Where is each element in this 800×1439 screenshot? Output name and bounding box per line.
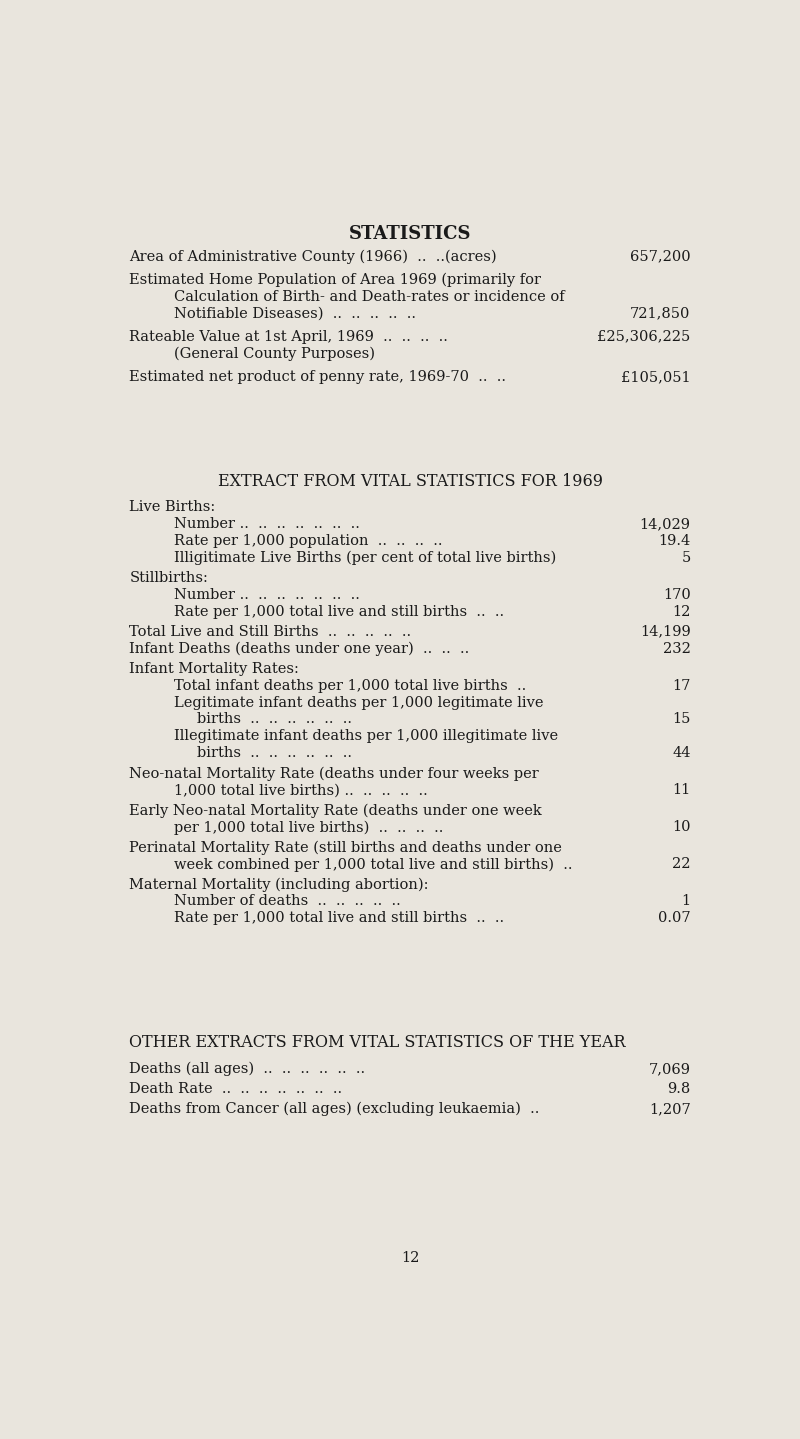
Text: 19.4: 19.4 (658, 534, 690, 548)
Text: Death Rate  ..  ..  ..  ..  ..  ..  ..: Death Rate .. .. .. .. .. .. .. (130, 1082, 342, 1097)
Text: 10: 10 (672, 820, 690, 835)
Text: 14,029: 14,029 (639, 517, 690, 531)
Text: Number ..  ..  ..  ..  ..  ..  ..: Number .. .. .. .. .. .. .. (174, 587, 359, 602)
Text: (General County Purposes): (General County Purposes) (174, 347, 374, 361)
Text: OTHER EXTRACTS FROM VITAL STATISTICS OF THE YEAR: OTHER EXTRACTS FROM VITAL STATISTICS OF … (130, 1033, 626, 1050)
Text: 11: 11 (672, 783, 690, 797)
Text: Perinatal Mortality Rate (still births and deaths under one: Perinatal Mortality Rate (still births a… (130, 840, 562, 855)
Text: per 1,000 total live births)  ..  ..  ..  ..: per 1,000 total live births) .. .. .. .. (174, 820, 443, 835)
Text: 44: 44 (672, 747, 690, 760)
Text: Illigitimate Live Births (per cent of total live births): Illigitimate Live Births (per cent of to… (174, 551, 556, 566)
Text: Rate per 1,000 population  ..  ..  ..  ..: Rate per 1,000 population .. .. .. .. (174, 534, 442, 548)
Text: Rate per 1,000 total live and still births  ..  ..: Rate per 1,000 total live and still birt… (174, 604, 504, 619)
Text: 1: 1 (682, 894, 690, 908)
Text: Legitimate infant deaths per 1,000 legitimate live: Legitimate infant deaths per 1,000 legit… (174, 695, 543, 709)
Text: Rateable Value at 1st April, 1969  ..  ..  ..  ..: Rateable Value at 1st April, 1969 .. .. … (130, 330, 448, 344)
Text: Illegitimate infant deaths per 1,000 illegitimate live: Illegitimate infant deaths per 1,000 ill… (174, 730, 558, 744)
Text: week combined per 1,000 total live and still births)  ..: week combined per 1,000 total live and s… (174, 858, 572, 872)
Text: Deaths (all ages)  ..  ..  ..  ..  ..  ..: Deaths (all ages) .. .. .. .. .. .. (130, 1062, 366, 1076)
Text: 9.8: 9.8 (667, 1082, 690, 1097)
Text: 12: 12 (401, 1250, 419, 1265)
Text: Notifiable Diseases)  ..  ..  ..  ..  ..: Notifiable Diseases) .. .. .. .. .. (174, 307, 416, 321)
Text: Estimated Home Population of Area 1969 (primarily for: Estimated Home Population of Area 1969 (… (130, 273, 542, 288)
Text: 232: 232 (662, 642, 690, 656)
Text: Early Neo-natal Mortality Rate (deaths under one week: Early Neo-natal Mortality Rate (deaths u… (130, 803, 542, 817)
Text: Total infant deaths per 1,000 total live births  ..: Total infant deaths per 1,000 total live… (174, 679, 526, 692)
Text: Number ..  ..  ..  ..  ..  ..  ..: Number .. .. .. .. .. .. .. (174, 517, 359, 531)
Text: Calculation of Birth- and Death-rates or incidence of: Calculation of Birth- and Death-rates or… (174, 289, 564, 304)
Text: Neo-natal Mortality Rate (deaths under four weeks per: Neo-natal Mortality Rate (deaths under f… (130, 767, 539, 781)
Text: Rate per 1,000 total live and still births  ..  ..: Rate per 1,000 total live and still birt… (174, 911, 504, 925)
Text: Number of deaths  ..  ..  ..  ..  ..: Number of deaths .. .. .. .. .. (174, 894, 400, 908)
Text: 5: 5 (682, 551, 690, 564)
Text: births  ..  ..  ..  ..  ..  ..: births .. .. .. .. .. .. (197, 712, 352, 727)
Text: Maternal Mortality (including abortion):: Maternal Mortality (including abortion): (130, 878, 429, 892)
Text: 17: 17 (672, 679, 690, 692)
Text: 1,000 total live births) ..  ..  ..  ..  ..: 1,000 total live births) .. .. .. .. .. (174, 783, 427, 797)
Text: 22: 22 (672, 858, 690, 871)
Text: £105,051: £105,051 (621, 370, 690, 384)
Text: 1,207: 1,207 (649, 1102, 690, 1117)
Text: Estimated net product of penny rate, 1969-70  ..  ..: Estimated net product of penny rate, 196… (130, 370, 506, 384)
Text: 657,200: 657,200 (630, 250, 690, 263)
Text: Total Live and Still Births  ..  ..  ..  ..  ..: Total Live and Still Births .. .. .. .. … (130, 625, 411, 639)
Text: Infant Mortality Rates:: Infant Mortality Rates: (130, 662, 299, 676)
Text: EXTRACT FROM VITAL STATISTICS FOR 1969: EXTRACT FROM VITAL STATISTICS FOR 1969 (218, 473, 602, 491)
Text: 0.07: 0.07 (658, 911, 690, 925)
Text: births  ..  ..  ..  ..  ..  ..: births .. .. .. .. .. .. (197, 747, 352, 760)
Text: 14,199: 14,199 (640, 625, 690, 639)
Text: STATISTICS: STATISTICS (349, 224, 471, 243)
Text: Deaths from Cancer (all ages) (excluding leukaemia)  ..: Deaths from Cancer (all ages) (excluding… (130, 1102, 540, 1117)
Text: £25,306,225: £25,306,225 (598, 330, 690, 344)
Text: 12: 12 (672, 604, 690, 619)
Text: Stillbirths:: Stillbirths: (130, 571, 208, 584)
Text: Area of Administrative County (1966)  ..  ..(acres): Area of Administrative County (1966) .. … (130, 250, 497, 265)
Text: 721,850: 721,850 (630, 307, 690, 321)
Text: 7,069: 7,069 (649, 1062, 690, 1076)
Text: 170: 170 (663, 587, 690, 602)
Text: 15: 15 (672, 712, 690, 727)
Text: Infant Deaths (deaths under one year)  ..  ..  ..: Infant Deaths (deaths under one year) ..… (130, 642, 470, 656)
Text: Live Births:: Live Births: (130, 499, 216, 514)
